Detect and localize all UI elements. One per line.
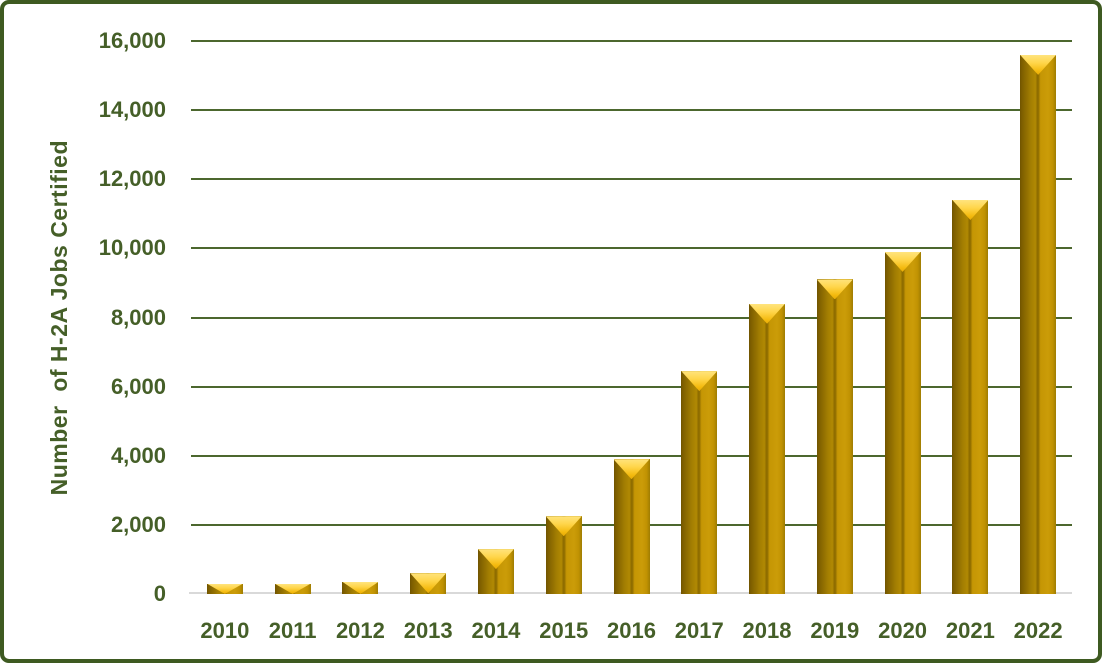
gridline-16000 (191, 40, 1072, 42)
y-tick-label-12000: 12,000 (98, 166, 166, 192)
gridline-10000 (191, 247, 1072, 250)
bar-2019 (816, 279, 853, 594)
gridline-14000 (191, 109, 1072, 112)
y-tick-label-14000: 14,000 (98, 97, 166, 123)
bar-2018 (749, 303, 786, 594)
bar-2020 (884, 251, 921, 594)
y-tick-label-6000: 6,000 (110, 373, 166, 399)
x-tick-label-2019: 2019 (810, 618, 860, 643)
gridline-8000 (191, 316, 1072, 319)
x-tick-label-2021: 2021 (945, 618, 995, 643)
x-tick-label-2016: 2016 (607, 618, 656, 643)
x-tick-label-2022: 2022 (1013, 618, 1063, 643)
y-tick-label-0: 0 (153, 581, 166, 606)
gridline-12000 (191, 178, 1072, 181)
y-tick-label-16000: 16,000 (98, 28, 166, 53)
x-tick-label-2014: 2014 (471, 618, 521, 643)
x-tick-label-2011: 2011 (268, 618, 317, 643)
x-tick-label-2010: 2010 (200, 618, 250, 643)
x-tick-label-2018: 2018 (742, 618, 792, 643)
gridline-4000 (191, 454, 1072, 457)
bar-2021 (952, 200, 989, 594)
y-tick-label-4000: 4,000 (110, 442, 166, 468)
x-axis-tick-labels: 2010 2011 2012 2013 2014 2015 2016 2017 2018 2019… (191, 616, 1072, 646)
y-axis-tick-labels: 0 2,000 4,000 6,000 8,000 10,000 12,000 14,000 1… (64, 28, 166, 606)
bar-2013 (410, 573, 447, 594)
x-tick-label-2013: 2013 (403, 618, 453, 643)
bar-2022 (1020, 54, 1057, 594)
y-tick-label-8000: 8,000 (110, 304, 166, 330)
gridline-6000 (191, 385, 1072, 388)
bar-2010 (206, 583, 243, 594)
x-tick-label-2012: 2012 (335, 618, 385, 643)
bar-2015 (545, 516, 582, 594)
x-tick-label-2017: 2017 (674, 618, 724, 643)
bar-2014 (477, 549, 514, 594)
y-tick-label-10000: 10,000 (98, 235, 166, 261)
bar-2011 (274, 583, 311, 594)
bar-2012 (342, 581, 379, 594)
y-tick-label-2000: 2,000 (110, 511, 166, 537)
x-tick-label-2015: 2015 (539, 618, 589, 643)
plot-area (189, 40, 1072, 594)
bar-2016 (613, 459, 650, 594)
x-tick-label-2020: 2020 (878, 618, 928, 643)
bar-2017 (681, 371, 718, 594)
